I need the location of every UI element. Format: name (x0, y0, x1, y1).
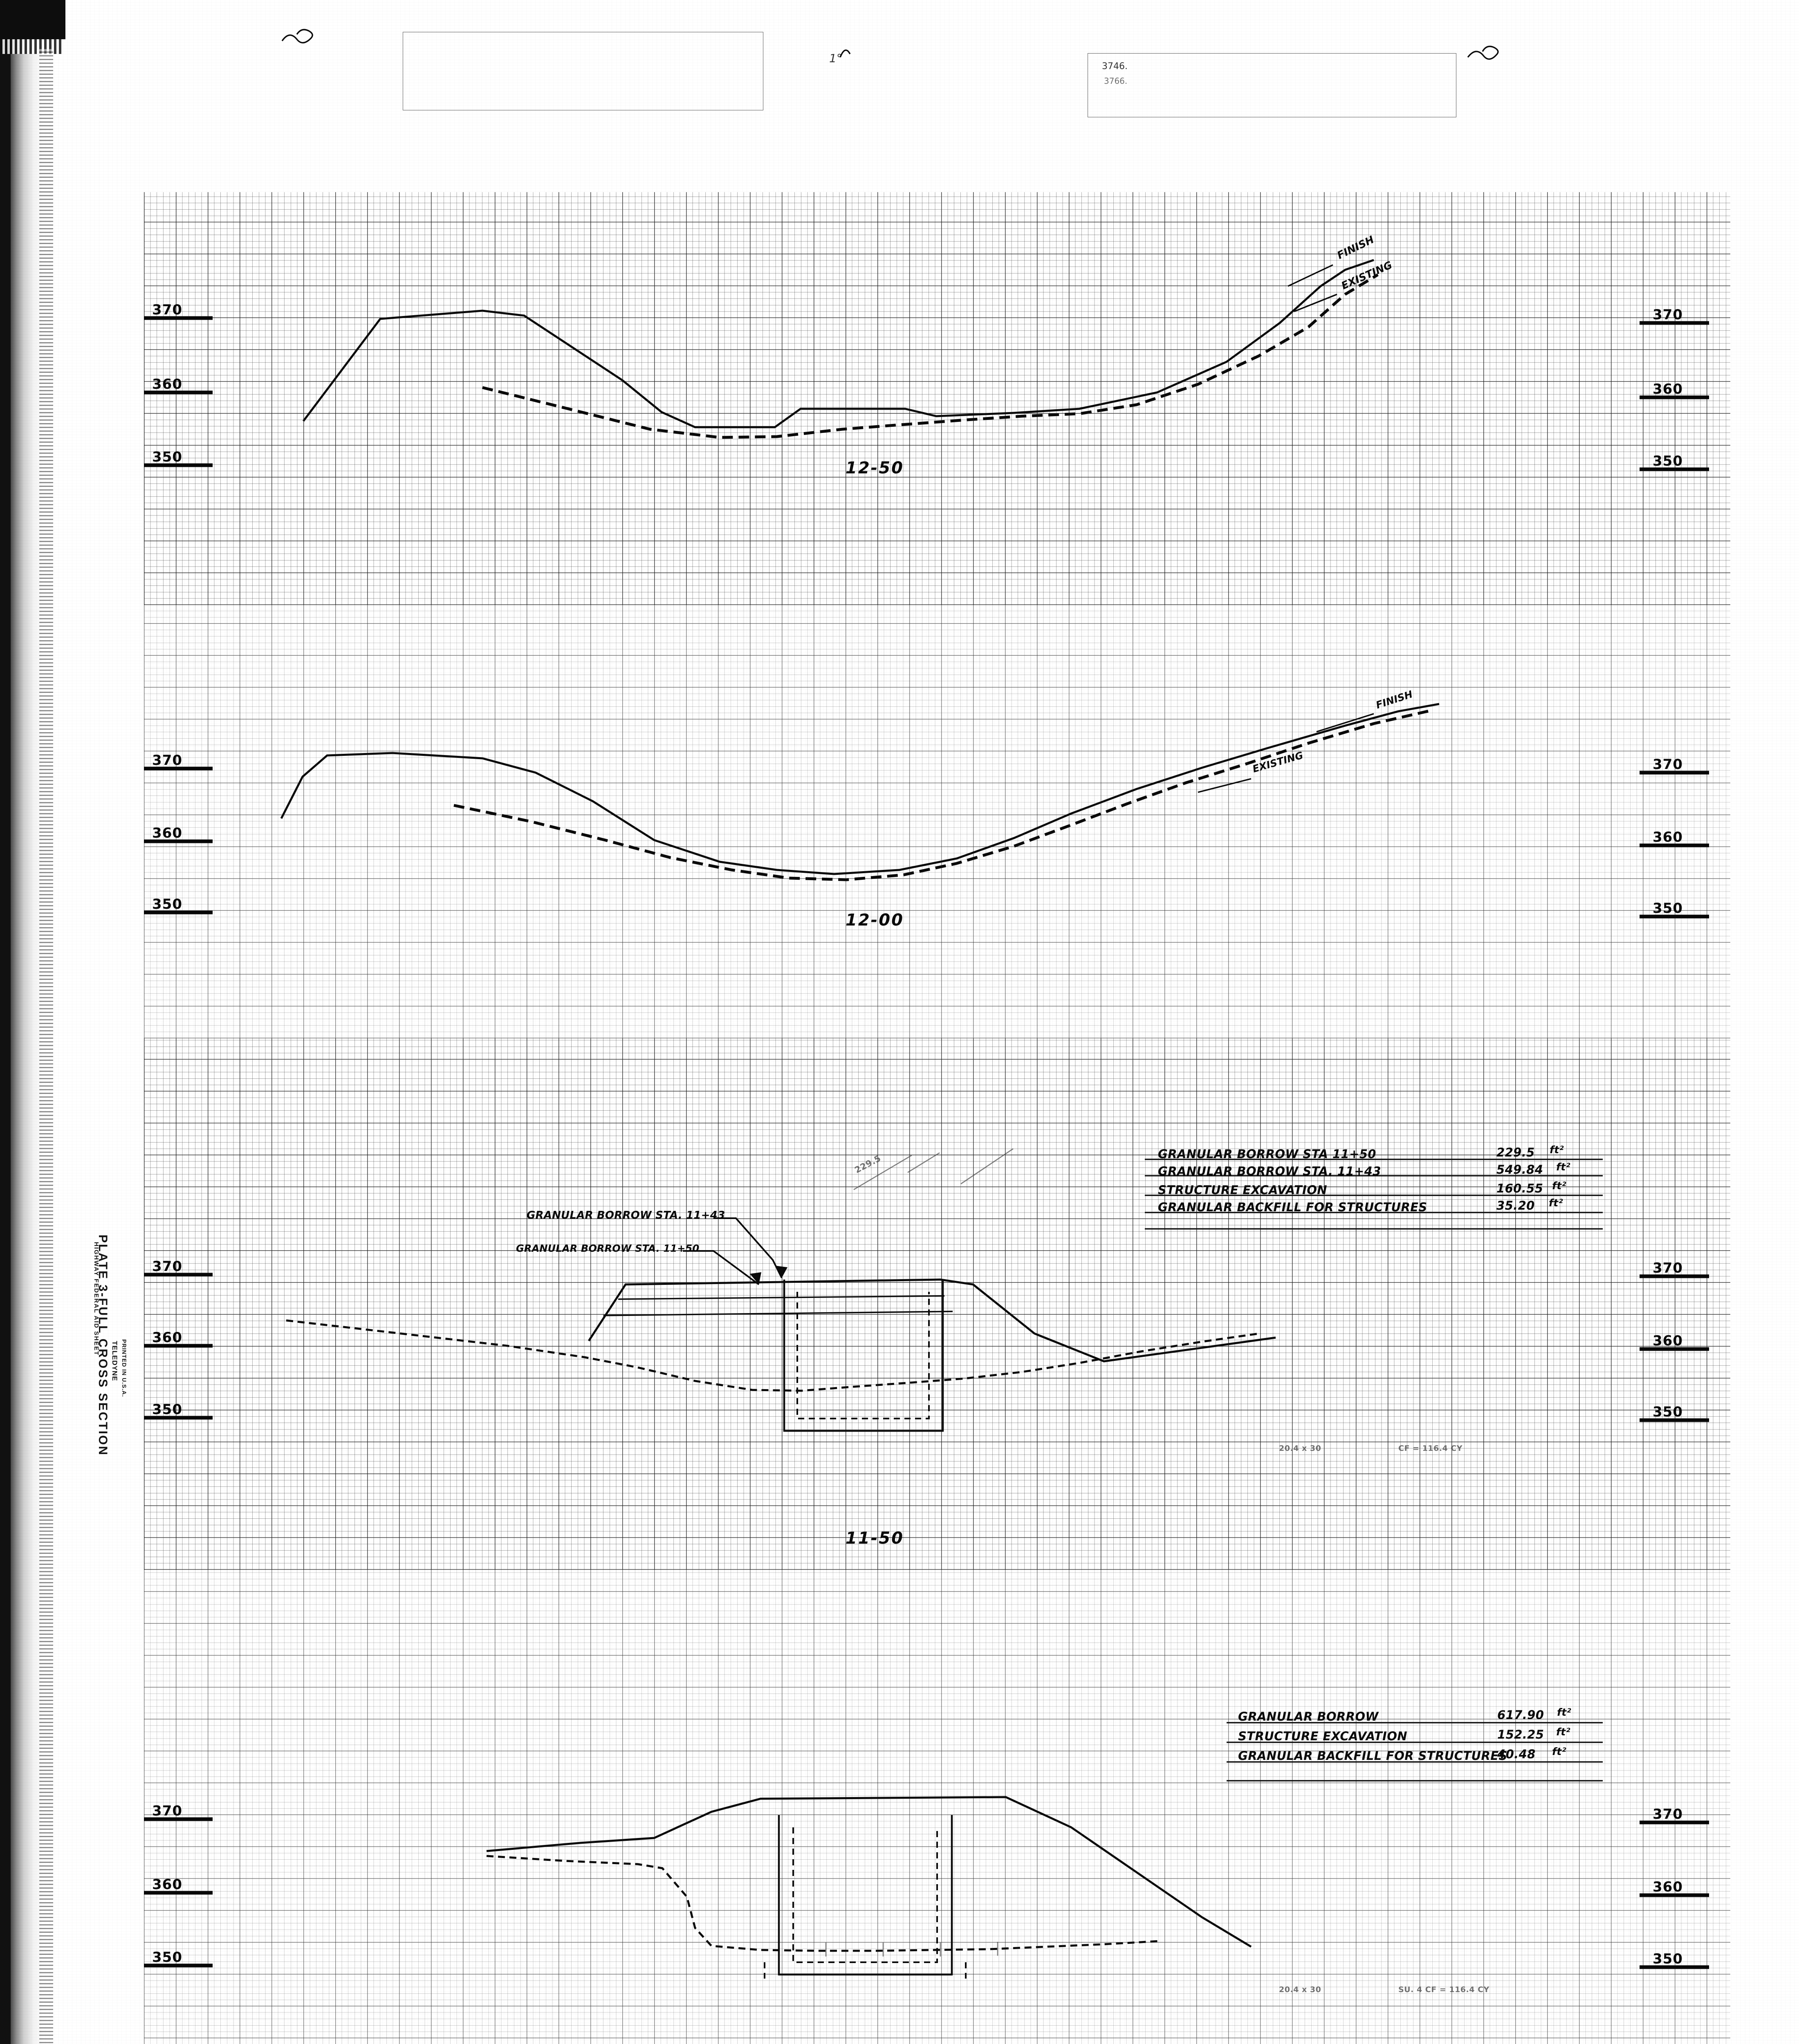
qty-value-1: 549.84 (1496, 1163, 1543, 1177)
qty-value-3: 35.20 (1496, 1199, 1535, 1213)
qty-item-0: GRANULAR BORROW (1238, 1710, 1379, 1724)
qty-unit-2: ft² (1552, 1746, 1566, 1757)
qty-unit-1: ft² (1556, 1726, 1570, 1738)
qty-unit-3: ft² (1549, 1197, 1563, 1209)
scan-corner-artifact (0, 0, 65, 39)
qty-unit-1: ft² (1556, 1161, 1570, 1173)
qty-value-0: 229.5 (1496, 1145, 1535, 1159)
qty-item-2: STRUCTURE EXCAVATION (1158, 1183, 1327, 1197)
elev-label-left-360-12-50: 360 (152, 376, 182, 392)
qty-item-0: GRANULAR BORROW STA 11+50 (1158, 1147, 1376, 1161)
elev-label-right-360-11-00: 360 (1653, 1879, 1683, 1895)
graph-paper-sta-12-00 (144, 605, 1730, 1038)
elev-label-right-370-11-50: 370 (1653, 1260, 1683, 1276)
leader-label-granular-borrow-11-43: GRANULAR BORROW STA. 11+43 (527, 1209, 725, 1221)
qty-value-2: 160.55 (1496, 1181, 1543, 1195)
elev-label-right-350-11-50: 350 (1653, 1404, 1683, 1420)
elev-label-left-370-12-00: 370 (152, 752, 182, 769)
elev-label-left-370-12-50: 370 (152, 302, 182, 318)
pencil-note-11-00-a: 20.4 x 30 (1279, 1985, 1321, 1994)
pencil-note-11-50-b: 20.4 x 30 (1279, 1444, 1321, 1453)
faa-sheet-label: HIGHWAY FEDERAL AID SHEET (93, 1242, 100, 1356)
top-scrap-box-right (1088, 53, 1456, 117)
qty-value-2: 40.48 (1497, 1747, 1536, 1761)
qty-item-2: GRANULAR BACKFILL FOR STRUCTURES (1238, 1749, 1507, 1763)
elev-label-left-350-11-50: 350 (152, 1401, 182, 1418)
pencil-note-11-50-c: CF = 116.4 CY (1398, 1444, 1463, 1453)
elev-label-left-350-11-00: 350 (152, 1949, 182, 1966)
elev-label-right-370-12-50: 370 (1653, 307, 1683, 323)
elev-label-right-350-11-00: 350 (1653, 1951, 1683, 1967)
graph-paper-sta-11-50 (144, 1038, 1730, 1570)
elev-label-right-360-12-50: 360 (1653, 381, 1683, 397)
pencil-note-11-00-b: SU. 4 CF = 116.4 CY (1398, 1985, 1489, 1994)
qty-unit-0: ft² (1557, 1706, 1571, 1718)
printed-in-usa-label: PRINTED IN U.S.A. (121, 1339, 128, 1397)
elev-label-right-350-12-00: 350 (1653, 900, 1683, 917)
qty-item-3: GRANULAR BACKFILL FOR STRUCTURES (1158, 1200, 1427, 1214)
station-label-11-50: 11-50 (846, 1529, 904, 1548)
elev-label-right-360-11-50: 360 (1653, 1333, 1683, 1349)
graph-paper-sta-11-00 (144, 1570, 1730, 2044)
scan-sprocket-strip (39, 49, 53, 2044)
elev-label-left-370-11-50: 370 (152, 1258, 182, 1275)
top-scrap-box-left (403, 32, 763, 110)
qty-value-0: 617.90 (1497, 1708, 1544, 1722)
station-label-12-50: 12-50 (846, 459, 904, 477)
qty-unit-0: ft² (1550, 1144, 1564, 1156)
elev-label-left-360-11-50: 360 (152, 1329, 182, 1346)
elev-label-left-370-11-00: 370 (152, 1803, 182, 1819)
station-label-12-00: 12-00 (846, 911, 904, 930)
elev-label-left-360-11-00: 360 (152, 1876, 182, 1893)
elev-label-left-350-12-50: 350 (152, 449, 182, 465)
elev-label-right-350-12-50: 350 (1653, 453, 1683, 469)
top-scrap-note-c: 1° (829, 52, 842, 65)
leader-label-granular-borrow-11-50: GRANULAR BORROW STA. 11+50 (516, 1243, 700, 1254)
top-scrap-note-a: 3746. (1102, 61, 1128, 72)
elev-label-right-370-12-00: 370 (1653, 756, 1683, 773)
elev-label-right-360-12-00: 360 (1653, 829, 1683, 845)
teledyne-brand-label: TELEDYNE (111, 1341, 119, 1381)
qty-unit-2: ft² (1552, 1180, 1566, 1192)
top-scrap-note-b: 3766. (1104, 76, 1128, 86)
qty-value-1: 152.25 (1497, 1728, 1544, 1741)
elev-label-left-360-12-00: 360 (152, 825, 182, 841)
qty-item-1: STRUCTURE EXCAVATION (1238, 1729, 1407, 1743)
elev-label-left-350-12-00: 350 (152, 896, 182, 912)
elev-label-right-370-11-00: 370 (1653, 1806, 1683, 1822)
graph-paper-sta-12-50 (144, 192, 1730, 605)
qty-item-1: GRANULAR BORROW STA. 11+43 (1158, 1164, 1381, 1178)
